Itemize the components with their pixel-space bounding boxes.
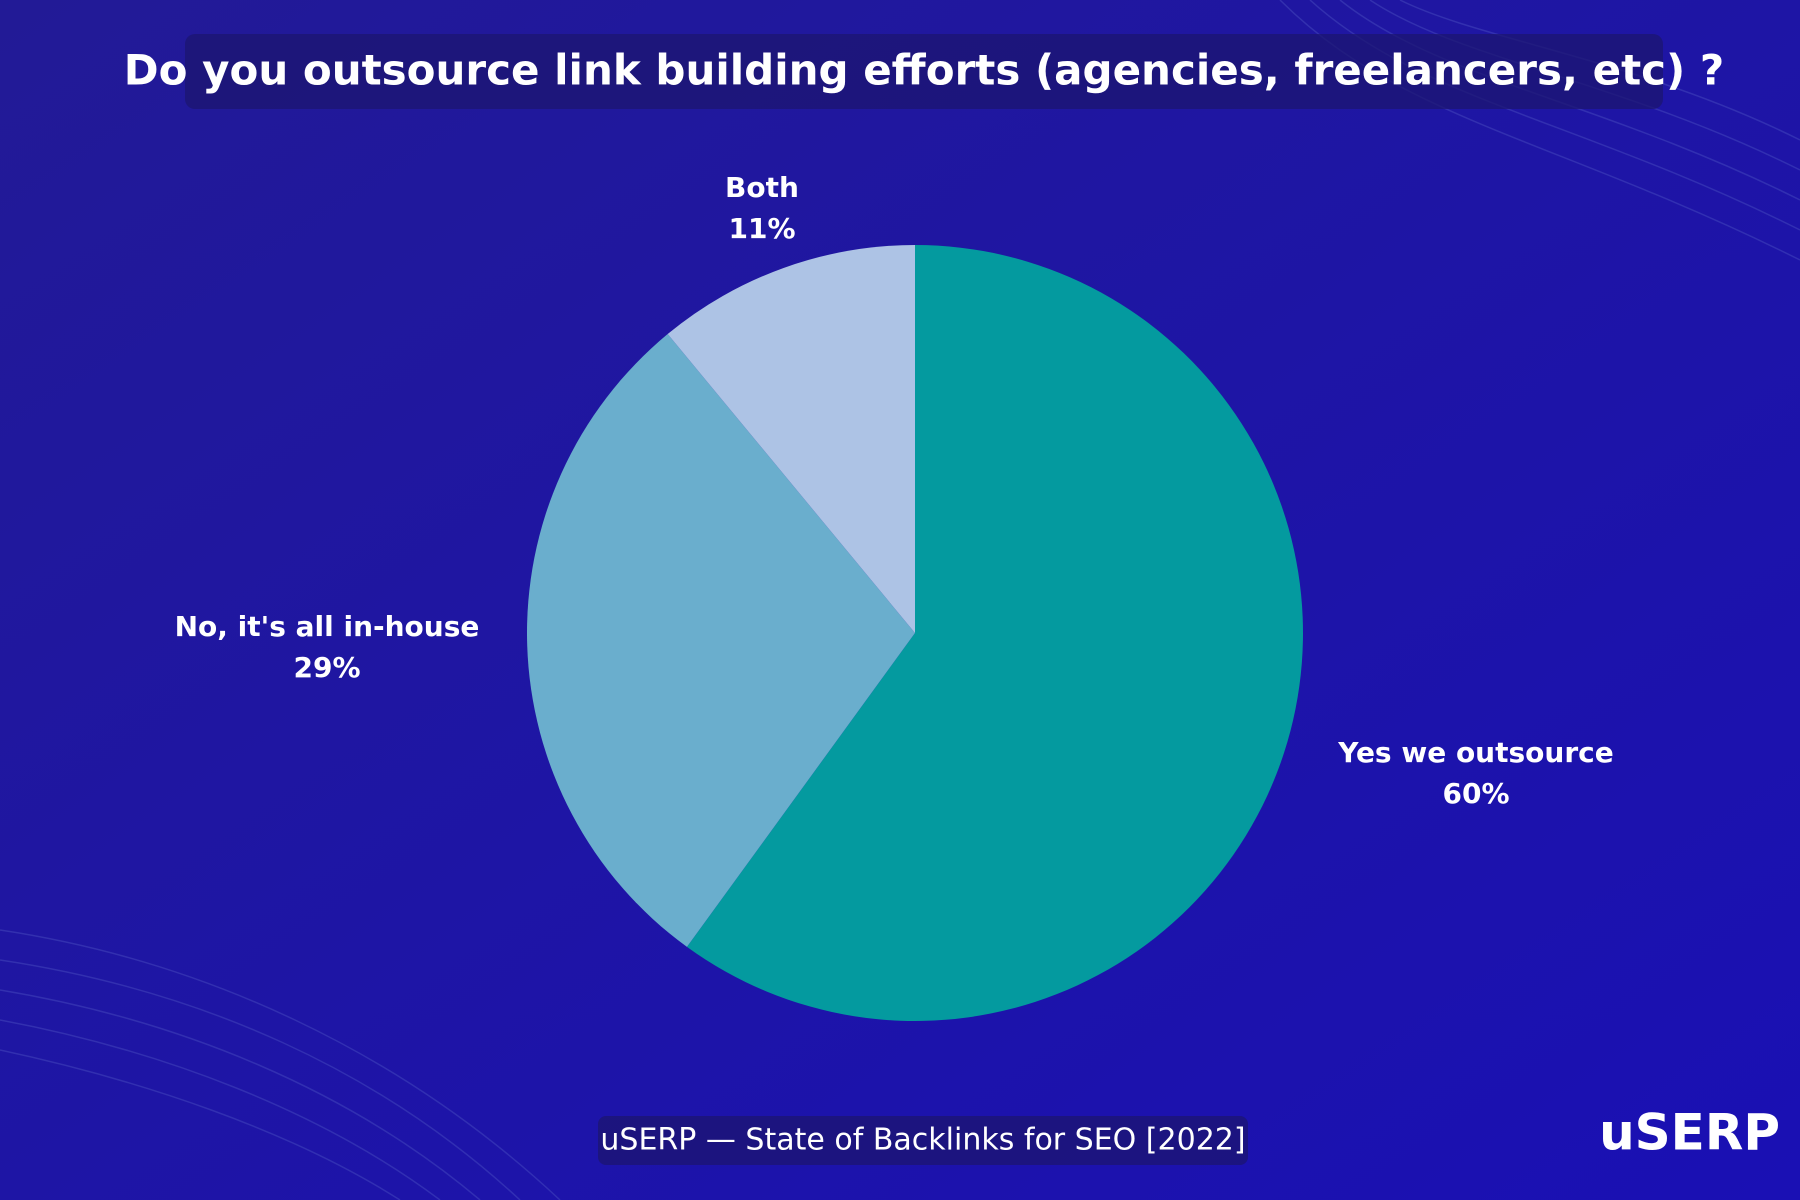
pie-slice bbox=[527, 334, 915, 947]
pie: Yes we outsource 60% No, it's all in-house… bbox=[175, 171, 1614, 1021]
slice-value: 60% bbox=[1442, 777, 1509, 810]
slice-value: 29% bbox=[293, 651, 360, 684]
slice-label: No, it's all in-house bbox=[175, 610, 480, 643]
source: uSERP — State of Backlinks for SEO [2022… bbox=[600, 1123, 1245, 1158]
logo: uSERP bbox=[1599, 1104, 1780, 1162]
title-box bbox=[185, 34, 1663, 109]
slice-label: Both bbox=[725, 171, 799, 204]
pie-slice bbox=[686, 245, 1304, 1021]
chart-title: Do you outsource link building efforts (… bbox=[124, 46, 1724, 95]
slice-value: 11% bbox=[728, 212, 795, 245]
source-box bbox=[598, 1116, 1248, 1165]
slice-label: Yes we outsource bbox=[1337, 736, 1614, 769]
pie-slice bbox=[667, 245, 915, 633]
